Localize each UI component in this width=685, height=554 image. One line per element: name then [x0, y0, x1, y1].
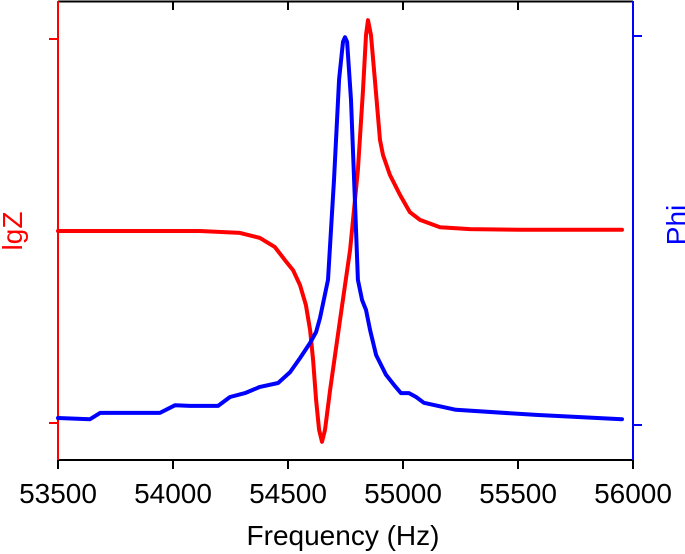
x-axis-tick-labels: 53500 54000 54500 55000 55500 56000 [19, 478, 672, 509]
x-axis-title: Frequency (Hz) [247, 520, 440, 551]
x-tick-label: 54000 [134, 478, 212, 509]
x-tick-label: 56000 [594, 478, 672, 509]
lgz-line [56, 18, 624, 444]
x-tick-label: 55500 [479, 478, 557, 509]
left-y-axis-title: lgZ [0, 212, 28, 251]
right-y-axis-title: Phi [661, 205, 685, 245]
x-axis-ticks [57, 1, 634, 469]
x-tick-label: 55000 [364, 478, 442, 509]
x-tick-label: 53500 [19, 478, 97, 509]
x-tick-label: 54500 [249, 478, 327, 509]
phi-line [56, 35, 624, 422]
